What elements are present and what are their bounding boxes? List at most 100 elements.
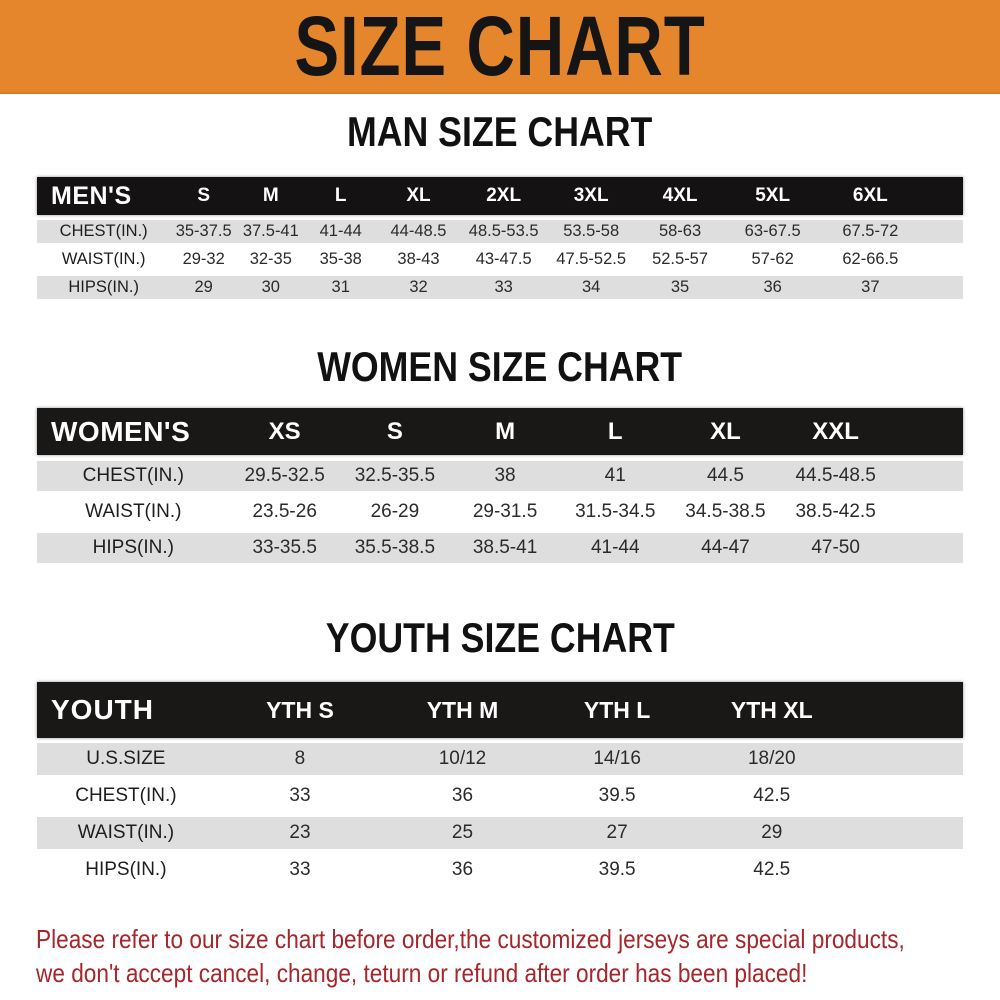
- row-label: CHEST(IN.): [75, 785, 177, 806]
- table-cell: 58-63: [658, 222, 702, 240]
- table-cell: 35.5-38.5: [354, 537, 436, 558]
- table-cell: 32: [409, 278, 428, 296]
- table-cell: 39.5: [598, 859, 636, 880]
- table-cell: 39.5: [598, 785, 636, 806]
- table-row: HIPS(IN.) 29 30 31 32 33 34 35 36 37: [37, 276, 963, 299]
- table-cell: 44.5: [706, 465, 744, 486]
- row-label: U.S.SIZE: [86, 748, 166, 769]
- column-header: 2XL: [486, 185, 522, 206]
- row-label: HIPS(IN.): [68, 278, 139, 296]
- table-cell: 33: [289, 859, 311, 880]
- table-cell: 23: [289, 822, 311, 843]
- table-cell: 18/20: [747, 748, 796, 769]
- order-notice: Please refer to our size chart before or…: [36, 922, 1000, 990]
- table-cell: 31: [331, 278, 350, 296]
- row-spacer: [920, 220, 963, 243]
- column-header: S: [197, 185, 211, 206]
- table-cell: 41-44: [590, 537, 640, 558]
- table-row: CHEST(IN.) 35-37.5 37.5-41 41-44 44-48.5 48.5…: [37, 220, 963, 243]
- row-spacer: [920, 276, 963, 299]
- table-row: U.S.SIZE 8 10/12 14/16 18/20: [37, 743, 963, 775]
- row-label: CHEST(IN.): [82, 465, 184, 486]
- column-header: XS: [268, 417, 301, 445]
- banner-title: SIZE CHART: [294, 0, 706, 93]
- column-header: YTH M: [426, 696, 499, 723]
- table-cell: 8: [294, 748, 306, 769]
- men-size-table: MEN'S S M L XL 2XL 3XL 4XL 5XL 6XL CHEST(IN.) 35-3…: [37, 177, 963, 299]
- table-body: CHEST(IN.) 29.5-32.5 32.5-35.5 38 41 44.5 44.5…: [37, 461, 963, 563]
- table-cell: 23.5-26: [252, 501, 317, 522]
- table-cell: 47-50: [811, 537, 860, 558]
- table-cell: 48.5-53.5: [468, 222, 539, 240]
- row-spacer: [920, 248, 963, 271]
- table-row: HIPS(IN.) 33-35.5 35.5-38.5 38.5-41 41-44 44-…: [37, 533, 963, 563]
- table-cell: 35: [670, 278, 690, 296]
- table-cell: 63-67.5: [744, 222, 801, 240]
- table-cell: 35-38: [319, 250, 362, 268]
- table-cell: 36: [451, 859, 474, 880]
- table-cell: 42.5: [753, 859, 791, 880]
- table-cell: 27: [606, 822, 628, 843]
- header-spacer: [849, 682, 963, 738]
- table-cell: 67.5-72: [842, 222, 899, 240]
- table-cell: 31.5-34.5: [575, 501, 656, 522]
- header-spacer: [920, 177, 963, 215]
- column-header: XXL: [812, 417, 859, 445]
- table-cell: 29-31.5: [472, 501, 538, 522]
- table-cell: 10/12: [438, 748, 487, 769]
- table-row: WAIST(IN.) 29-32 32-35 35-38 38-43 43-47.5 47.…: [37, 248, 963, 271]
- youth-section-title: YOUTH SIZE CHART: [325, 614, 675, 661]
- table-body: U.S.SIZE 8 10/12 14/16 18/20 CHEST(IN.) 33 36 39…: [37, 743, 963, 886]
- row-spacer: [849, 817, 963, 849]
- row-label: HIPS(IN.): [85, 859, 167, 880]
- column-header: L: [607, 417, 623, 445]
- table-cell: 29-32: [182, 250, 225, 268]
- column-header: 3XL: [573, 185, 609, 206]
- table-cell: 44.5-48.5: [795, 465, 876, 486]
- table-row: WAIST(IN.) 23 25 27 29: [37, 817, 963, 849]
- row-label: WAIST(IN.): [61, 250, 146, 268]
- table-cell: 32-35: [249, 250, 292, 268]
- table-cell: 38-43: [397, 250, 440, 268]
- column-header: YTH S: [266, 696, 334, 723]
- table-cell: 57-62: [751, 250, 794, 268]
- women-section-title: WOMEN SIZE CHART: [317, 343, 683, 390]
- row-spacer: [849, 780, 963, 812]
- table-cell: 37: [861, 278, 880, 296]
- banner: SIZE CHART: [0, 0, 1000, 94]
- table-cell: 29.5-32.5: [244, 465, 325, 486]
- row-spacer: [891, 533, 963, 563]
- table-cell: 41-44: [319, 222, 362, 240]
- table-cell: 62-66.5: [842, 250, 899, 268]
- table-header-row: MEN'S S M L XL 2XL 3XL 4XL 5XL 6XL: [37, 177, 963, 215]
- table-cell: 52.5-57: [652, 250, 709, 268]
- table-cell: 47.5-52.5: [556, 250, 627, 268]
- table-cell: 33-35.5: [252, 537, 317, 558]
- table-row: CHEST(IN.) 33 36 39.5 42.5: [37, 780, 963, 812]
- table-cell: 43-47.5: [475, 250, 532, 268]
- row-label: WAIST(IN.): [77, 822, 175, 843]
- row-spacer: [849, 854, 963, 886]
- column-header: XL: [710, 417, 741, 445]
- women-size-table: WOMEN'S XS S M L XL XXL CHEST(IN.) 29.5-32.5 32.…: [37, 408, 963, 563]
- header-spacer: [891, 408, 963, 455]
- table-cell: 38.5-41: [472, 537, 538, 558]
- man-section-title: MAN SIZE CHART: [347, 108, 653, 155]
- column-header: M: [495, 417, 516, 445]
- table-cell: 26-29: [370, 501, 420, 522]
- table-cell: 32.5-35.5: [354, 465, 436, 486]
- table-corner-label: MEN'S: [51, 181, 132, 210]
- row-spacer: [891, 497, 963, 527]
- table-cell: 29: [194, 278, 213, 296]
- table-body: CHEST(IN.) 35-37.5 37.5-41 41-44 44-48.5 48.5…: [37, 220, 963, 299]
- column-header: 6XL: [852, 185, 888, 206]
- column-header: 5XL: [755, 185, 791, 206]
- table-header-row: WOMEN'S XS S M L XL XXL: [37, 408, 963, 455]
- table-cell: 53.5-58: [563, 222, 620, 240]
- table-cell: 44-48.5: [390, 222, 447, 240]
- table-cell: 14/16: [593, 748, 641, 769]
- column-header: L: [334, 185, 347, 206]
- column-header: XL: [406, 185, 431, 206]
- table-cell: 42.5: [753, 785, 791, 806]
